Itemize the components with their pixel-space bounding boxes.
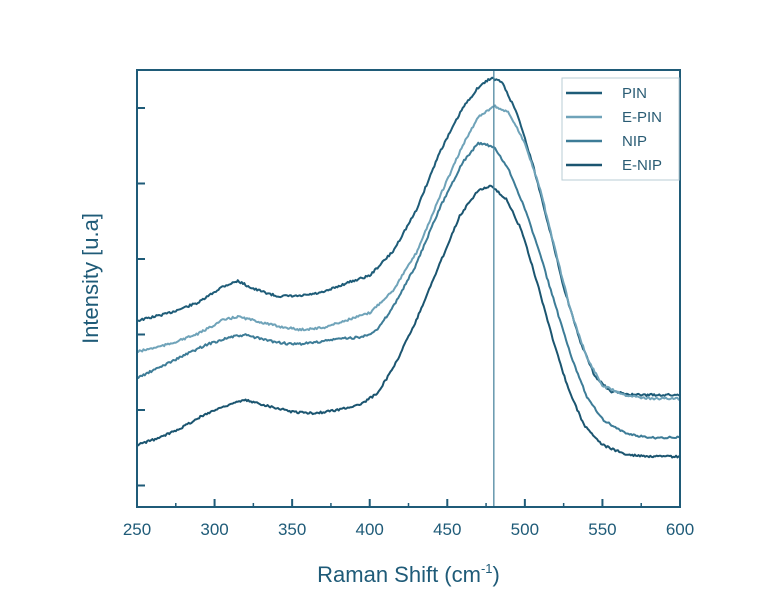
x-tick-label: 600 [666, 520, 694, 539]
x-axis-label-close: ) [493, 562, 500, 587]
series-line-pin [136, 76, 681, 397]
x-tick-label: 400 [356, 520, 384, 539]
series-line-e-pin [136, 104, 681, 401]
legend-box [561, 77, 680, 181]
x-axis-label: Raman Shift (cm-1) [317, 561, 500, 587]
series-line-e-nip [136, 184, 680, 459]
legend: PIN E-PIN NIP E-NIP [561, 77, 680, 181]
legend-label-e-pin: E-PIN [622, 109, 662, 126]
legend-label-nip: NIP [622, 133, 647, 150]
series-line-nip [137, 141, 681, 440]
x-tick-label: 550 [588, 520, 616, 539]
x-axis-label-superscript: -1 [481, 561, 493, 576]
x-tick-label: 250 [123, 520, 151, 539]
x-axis-label-main: Raman Shift (cm [317, 562, 481, 587]
tick-layer: 250 300 350 400 450 500 550 600 [123, 107, 694, 539]
legend-label-pin: PIN [622, 85, 647, 102]
x-tick-label: 450 [433, 520, 461, 539]
x-tick-label: 350 [278, 520, 306, 539]
x-tick-label: 300 [200, 520, 228, 539]
series-layer [136, 76, 681, 459]
legend-label-e-nip: E-NIP [622, 157, 662, 174]
x-tick-label: 500 [511, 520, 539, 539]
y-axis-label: Intensity [u.a] [78, 213, 103, 344]
